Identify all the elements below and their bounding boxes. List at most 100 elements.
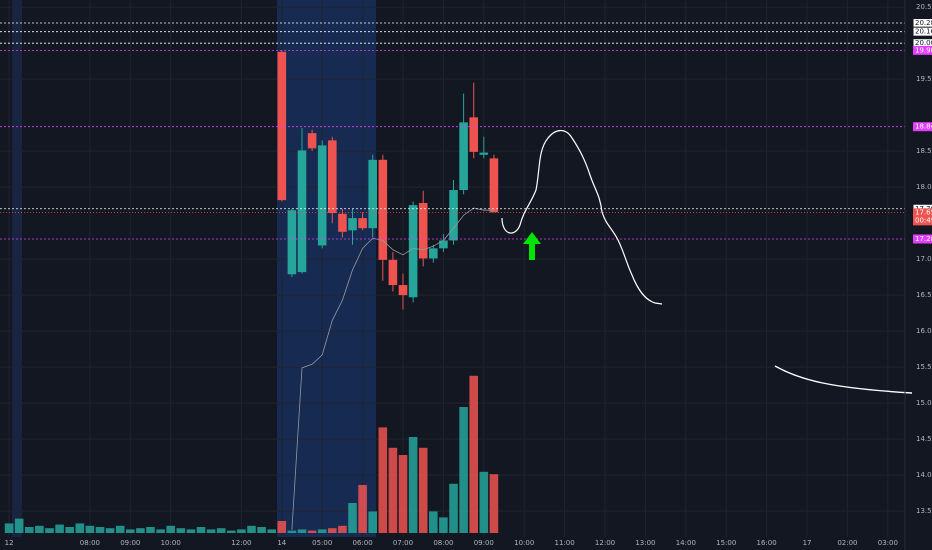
candle-body <box>287 210 297 275</box>
y-tick-label: 14.50 <box>916 435 932 443</box>
x-tick-label: 05:00 <box>312 539 332 547</box>
volume-bar <box>166 525 175 533</box>
x-tick-label: 03:00 <box>878 539 898 547</box>
volume-bar <box>14 518 24 533</box>
volume-bar <box>328 528 337 533</box>
candle-body <box>418 202 428 259</box>
volume-bar <box>479 471 489 533</box>
volume-bar <box>146 527 155 533</box>
volume-bar <box>489 474 499 533</box>
volume-bar <box>196 527 206 533</box>
volume-bar <box>408 437 418 533</box>
volume-bar <box>418 447 428 533</box>
x-tick-label: 11:00 <box>555 539 575 547</box>
volume-bar <box>65 527 74 533</box>
volume-bar <box>126 529 135 533</box>
countdown-label: 00:49 <box>915 216 932 224</box>
price-label: 20.16 <box>915 28 932 36</box>
last-price-box <box>913 208 932 226</box>
price-label: 17.28 <box>915 235 932 243</box>
drawing-line <box>774 365 913 394</box>
y-tick-label: 15.00 <box>916 399 932 407</box>
session-shade <box>12 0 22 537</box>
volume-bar <box>459 407 468 533</box>
candle-body <box>297 150 307 273</box>
y-tick-label: 17.00 <box>916 255 932 263</box>
volume-bar <box>388 447 398 533</box>
volume-bar <box>156 529 165 533</box>
y-tick-label: 16.50 <box>916 291 932 299</box>
volume-bar <box>95 527 105 533</box>
volume-bar <box>115 525 125 533</box>
x-tick-label: 16:00 <box>757 539 777 547</box>
x-tick-label: 12:00 <box>231 539 251 547</box>
volume-bar <box>469 375 479 533</box>
volume-bar <box>267 529 276 533</box>
candle-body <box>378 159 388 260</box>
candle-body <box>449 190 458 241</box>
arrow-annotation <box>523 232 541 260</box>
volume-bar <box>45 528 54 533</box>
x-tick-label: 02:00 <box>837 539 857 547</box>
volume-bar <box>307 530 317 533</box>
volume-bar <box>287 530 297 533</box>
x-tick-label: 08:00 <box>80 539 100 547</box>
candle-body <box>439 240 448 249</box>
volume-bar <box>55 524 64 533</box>
volume-bar <box>449 483 458 533</box>
y-tick-label: 13.50 <box>916 507 932 515</box>
y-tick-label: 16.00 <box>916 327 932 335</box>
y-tick-label: 19.50 <box>916 75 932 83</box>
candle-body <box>277 51 287 201</box>
x-tick-label: 10:00 <box>514 539 534 547</box>
last-price-label: 17.65 <box>915 208 932 216</box>
vwap-line <box>291 207 494 530</box>
volume-bar <box>368 511 377 533</box>
candle-body <box>398 285 408 296</box>
volume-bar <box>338 525 347 533</box>
volume-bar <box>105 528 115 533</box>
volume-bar <box>35 525 44 533</box>
candle-body <box>388 259 398 286</box>
candle-body <box>317 145 327 246</box>
candle-body <box>489 158 499 213</box>
x-tick-label: 17 <box>803 539 812 547</box>
price-label: 18.84 <box>915 123 932 131</box>
candle-body <box>328 140 337 214</box>
volume-bar <box>136 528 145 533</box>
volume-bar <box>75 523 85 533</box>
y-tick-label: 18.00 <box>916 183 932 191</box>
candle-body <box>408 205 418 298</box>
price-label: 20.28 <box>915 19 932 27</box>
candle-body <box>479 152 489 155</box>
x-tick-label: 09:00 <box>474 539 494 547</box>
volume-bar <box>85 525 95 533</box>
volume-bar <box>277 521 287 533</box>
y-tick-label: 20.50 <box>916 3 932 11</box>
price-label: 20.00 <box>915 39 932 47</box>
x-tick-label: 12:00 <box>595 539 615 547</box>
volume-bar <box>227 530 236 533</box>
volume-bar <box>24 527 34 533</box>
price-label-box <box>912 26 932 37</box>
volume-bar <box>297 529 307 533</box>
volume-bar <box>348 503 357 533</box>
candle-body <box>429 248 438 259</box>
x-tick-label: 13:00 <box>635 539 655 547</box>
price-axis: 12 08:00 09:00 10:00 12:00 14 05:00 06:00 07:00 0… <box>5 0 932 550</box>
candle-body <box>469 117 479 152</box>
x-tick-label: 08:00 <box>433 539 453 547</box>
volume-bar <box>186 529 196 533</box>
drawing-path <box>501 129 663 305</box>
y-tick-label: 18.50 <box>916 147 932 155</box>
volume-bar <box>358 485 367 533</box>
candle-body <box>348 218 357 231</box>
x-tick-label: 14 <box>277 539 286 547</box>
volume-bar <box>176 528 186 533</box>
candle-body <box>368 159 377 229</box>
x-tick-label: 15:00 <box>716 539 736 547</box>
volume-bar <box>378 427 388 533</box>
candle-body <box>459 122 468 191</box>
